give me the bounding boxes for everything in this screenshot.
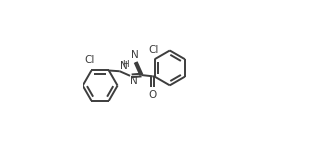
Text: N: N xyxy=(130,76,138,86)
Text: Cl: Cl xyxy=(149,45,159,55)
Text: H: H xyxy=(122,60,129,69)
Text: N: N xyxy=(120,61,128,71)
Text: N: N xyxy=(131,50,138,60)
Text: Cl: Cl xyxy=(84,56,94,65)
Text: O: O xyxy=(148,90,156,100)
